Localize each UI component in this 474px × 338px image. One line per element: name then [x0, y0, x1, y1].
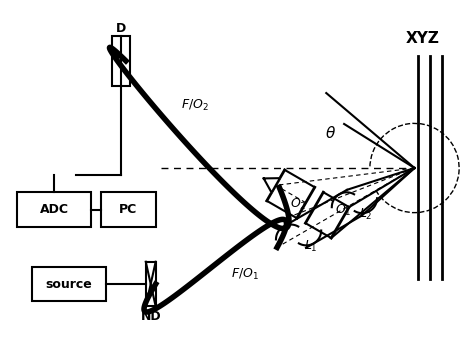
Text: PC: PC [119, 203, 137, 216]
Text: $L_1$: $L_1$ [303, 239, 317, 255]
Bar [101, 192, 155, 227]
Text: $O_1$: $O_1$ [335, 202, 352, 218]
Text: source: source [46, 277, 92, 291]
Text: D: D [116, 22, 126, 35]
Text: ADC: ADC [39, 203, 69, 216]
Text: $F/O_1$: $F/O_1$ [231, 267, 259, 282]
Text: $\theta$: $\theta$ [325, 125, 336, 141]
Text: XYZ: XYZ [406, 31, 439, 46]
Text: $F/O_2$: $F/O_2$ [182, 98, 209, 113]
Polygon shape [264, 178, 280, 193]
Bar [146, 262, 155, 306]
Text: $O_2$: $O_2$ [290, 197, 306, 212]
Bar [32, 267, 106, 301]
Bar [17, 192, 91, 227]
Text: $L_2$: $L_2$ [359, 207, 373, 222]
Bar [112, 36, 130, 86]
Text: ND: ND [140, 310, 161, 323]
